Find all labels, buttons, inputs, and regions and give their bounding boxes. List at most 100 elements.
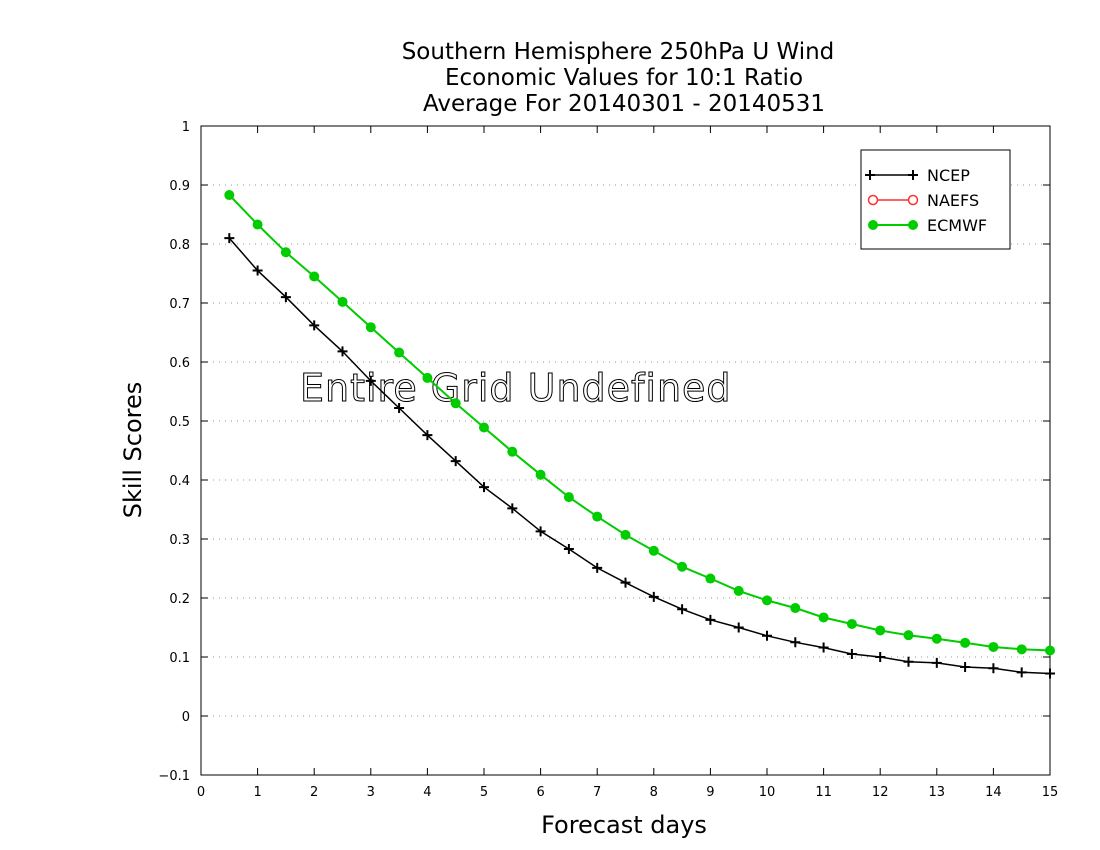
y-tick-label: 0	[182, 710, 190, 725]
annotation-text: Entire Grid Undefined	[300, 366, 732, 410]
data-point-ncep	[733, 622, 744, 633]
data-point-ecmwf	[1045, 645, 1055, 656]
data-point-ecmwf	[903, 630, 914, 641]
data-point-ecmwf	[620, 529, 631, 540]
x-tick-label: 4	[423, 785, 431, 800]
data-point-ncep	[252, 265, 263, 276]
legend-item-naefs: NAEFS	[867, 191, 979, 210]
legend-label-ncep: NCEP	[927, 166, 970, 185]
y-tick-label: 0.7	[169, 297, 190, 312]
x-tick-label: 11	[815, 785, 832, 800]
x-tick-label: 1	[253, 785, 261, 800]
legend-marker-naefs-end	[907, 194, 919, 206]
data-point-ecmwf	[733, 585, 744, 596]
data-point-ecmwf	[280, 247, 291, 258]
data-point-ecmwf	[592, 511, 603, 522]
x-tick-label: 7	[593, 785, 601, 800]
data-point-ecmwf	[535, 469, 546, 480]
x-tick-label: 15	[1042, 785, 1059, 800]
data-point-ecmwf	[507, 446, 518, 457]
data-point-ecmwf	[677, 561, 688, 572]
y-tick-label: 0.6	[169, 356, 190, 371]
data-point-ecmwf	[988, 641, 999, 652]
chart-title: Southern Hemisphere 250hPa U Wind Econom…	[402, 39, 835, 117]
title-line-1: Southern Hemisphere 250hPa U Wind	[402, 39, 835, 65]
data-point-ecmwf	[252, 219, 263, 230]
series-layer	[224, 190, 1055, 679]
data-point-ecmwf	[337, 296, 348, 307]
x-tick-label: 13	[929, 785, 946, 800]
data-point-ncep	[1045, 668, 1055, 679]
tick-labels: −0.100.10.20.30.40.50.60.70.80.910 1 2 3 4 5 6…	[158, 120, 1058, 800]
data-point-ncep	[677, 604, 688, 615]
data-point-ecmwf	[875, 625, 886, 636]
data-point-ncep	[422, 430, 433, 441]
x-tick-label: 8	[650, 785, 658, 800]
data-point-ncep	[337, 346, 348, 357]
legend: NCEP NAEFS ECMWF	[860, 149, 1011, 250]
series-ecmwf	[224, 190, 1055, 656]
data-point-ecmwf	[1016, 644, 1027, 655]
data-point-ncep	[563, 544, 574, 555]
data-point-ecmwf	[224, 190, 235, 201]
data-point-ncep	[960, 662, 971, 673]
data-point-ecmwf	[309, 271, 320, 282]
y-axis-label: Skill Scores	[119, 382, 147, 519]
legend-marker-ncep	[865, 170, 918, 180]
series-ncep	[224, 233, 1055, 679]
data-point-ncep	[903, 656, 914, 667]
x-tick-label: 5	[480, 785, 488, 800]
data-point-ecmwf	[846, 618, 857, 629]
y-tick-label: 0.8	[169, 238, 190, 253]
data-point-ecmwf	[479, 422, 489, 433]
data-point-ncep	[1016, 667, 1027, 678]
title-line-3: Average For 20140301 - 20140531	[423, 91, 825, 117]
x-tick-label: 10	[759, 785, 776, 800]
data-point-ecmwf	[648, 545, 659, 556]
data-point-ncep	[224, 233, 235, 244]
data-point-ecmwf	[365, 322, 376, 333]
data-point-ncep	[309, 320, 320, 331]
y-tick-label: −0.1	[158, 769, 190, 784]
data-point-ncep	[790, 637, 801, 648]
y-tick-label: 0.9	[169, 179, 190, 194]
legend-label-naefs: NAEFS	[927, 191, 979, 210]
x-tick-label: 6	[536, 785, 544, 800]
data-point-ecmwf	[450, 398, 461, 409]
y-tick-label: 0.1	[169, 651, 190, 666]
data-point-ncep	[450, 456, 461, 467]
legend-marker-naefs-start	[867, 194, 879, 206]
data-point-ncep	[818, 642, 829, 653]
data-point-ecmwf	[422, 372, 433, 383]
data-point-ncep	[479, 482, 489, 493]
data-point-ncep	[931, 657, 942, 668]
legend-marker-ecmwf-end	[908, 220, 918, 230]
y-tick-label: 1	[182, 120, 190, 135]
x-tick-label: 2	[310, 785, 318, 800]
x-tick-label: 0	[197, 785, 205, 800]
data-point-ncep	[280, 292, 291, 303]
data-point-ncep	[762, 630, 772, 641]
data-point-ncep	[875, 652, 886, 662]
x-tick-label: 14	[985, 785, 1002, 800]
data-point-ecmwf	[960, 637, 971, 648]
data-point-ncep	[705, 614, 716, 625]
data-point-ncep	[394, 403, 405, 414]
x-tick-label: 9	[706, 785, 714, 800]
legend-item-ncep: NCEP	[865, 166, 970, 185]
y-tick-label: 0.5	[169, 415, 190, 430]
legend-label-ecmwf: ECMWF	[927, 216, 987, 235]
data-point-ncep	[846, 649, 857, 660]
y-tick-label: 0.3	[169, 533, 190, 548]
series-line-ecmwf	[228, 194, 1051, 652]
data-point-ncep	[507, 503, 518, 514]
data-point-ncep	[365, 375, 376, 386]
plot-frame	[200, 125, 1051, 776]
data-point-ncep	[535, 526, 546, 537]
data-point-ecmwf	[563, 492, 574, 503]
data-point-ecmwf	[790, 603, 801, 614]
x-tick-label: 12	[872, 785, 889, 800]
legend-item-ecmwf: ECMWF	[868, 216, 987, 235]
y-tick-label: 0.4	[169, 474, 190, 489]
